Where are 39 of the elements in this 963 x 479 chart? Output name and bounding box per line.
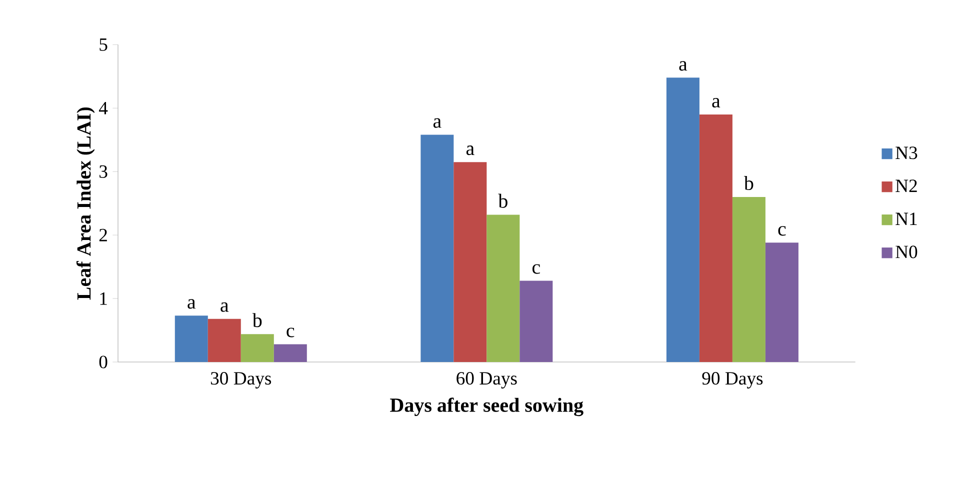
bar	[732, 196, 766, 362]
bar	[420, 134, 454, 362]
bar	[666, 78, 700, 362]
x-tick-label: 30 Days	[210, 372, 272, 388]
annotation: a	[679, 61, 688, 71]
annotation: b	[744, 176, 754, 190]
y-tick-label: 0	[99, 356, 108, 368]
bar	[765, 242, 798, 362]
y-axis-title: Leaf Area Index (LAI)	[76, 107, 95, 300]
annotation: b	[498, 194, 508, 208]
y-tick-label: 5	[100, 38, 108, 51]
annotation: a	[433, 118, 442, 128]
annotation: c	[778, 226, 786, 236]
legend-label: N1	[896, 212, 917, 225]
annotation: a	[466, 146, 474, 156]
y-tick-label: 2	[99, 228, 107, 242]
bar	[208, 318, 241, 362]
annotation: c	[286, 328, 294, 338]
bar	[699, 114, 732, 362]
bar	[454, 162, 487, 362]
bar	[240, 334, 274, 362]
annotation: a	[220, 302, 229, 312]
annotation: a	[188, 299, 196, 309]
y-tick-label: 4	[98, 102, 108, 114]
legend-label: N0	[896, 246, 918, 258]
bar	[174, 316, 208, 362]
legend-label: N3	[896, 146, 918, 160]
bar	[274, 344, 307, 362]
bar	[520, 280, 553, 362]
annotation: b	[252, 313, 262, 328]
bar	[486, 214, 520, 362]
annotation: a	[712, 98, 720, 108]
x-tick-label: 60 Days	[456, 372, 517, 388]
y-tick-label: 1	[100, 292, 107, 305]
y-tick-label: 3	[100, 165, 108, 178]
x-axis-title: Days after seed sowing	[390, 398, 584, 416]
legend-label: N2	[896, 180, 917, 192]
x-tick-label: 90 Days	[702, 372, 763, 388]
annotation: c	[532, 264, 540, 274]
